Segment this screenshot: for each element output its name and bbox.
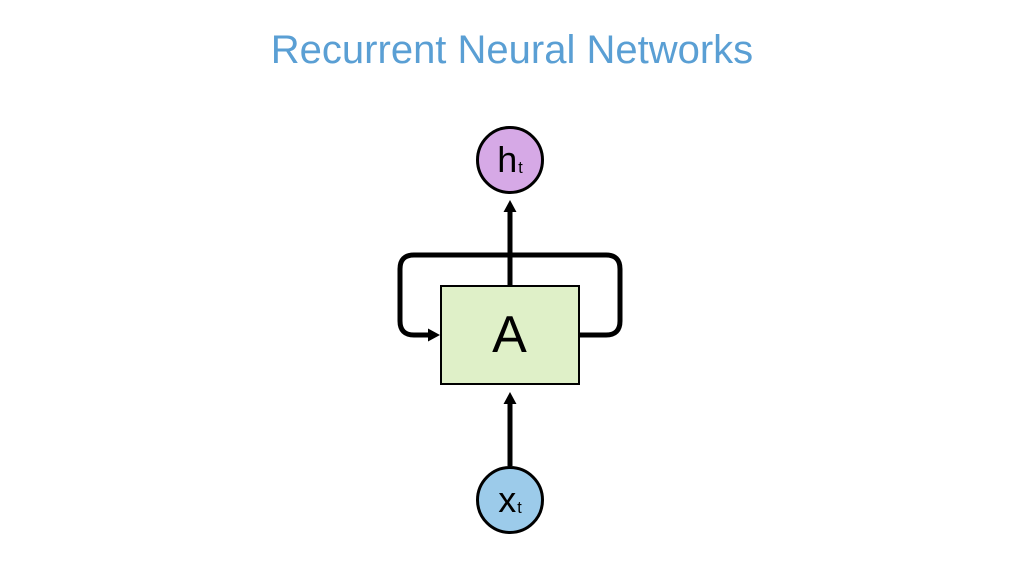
node-output-h-label: h t [497, 142, 523, 178]
node-output-h: h t [476, 126, 544, 194]
node-input-x-label: x t [498, 482, 522, 518]
title-text: Recurrent Neural Networks [271, 28, 753, 72]
rnn-diagram: h t A x t [300, 100, 720, 540]
node-input-x: x t [476, 466, 544, 534]
node-cell-A-label: A [492, 309, 528, 361]
page-title: Recurrent Neural Networks [0, 28, 1024, 73]
node-cell-A: A [440, 285, 580, 385]
